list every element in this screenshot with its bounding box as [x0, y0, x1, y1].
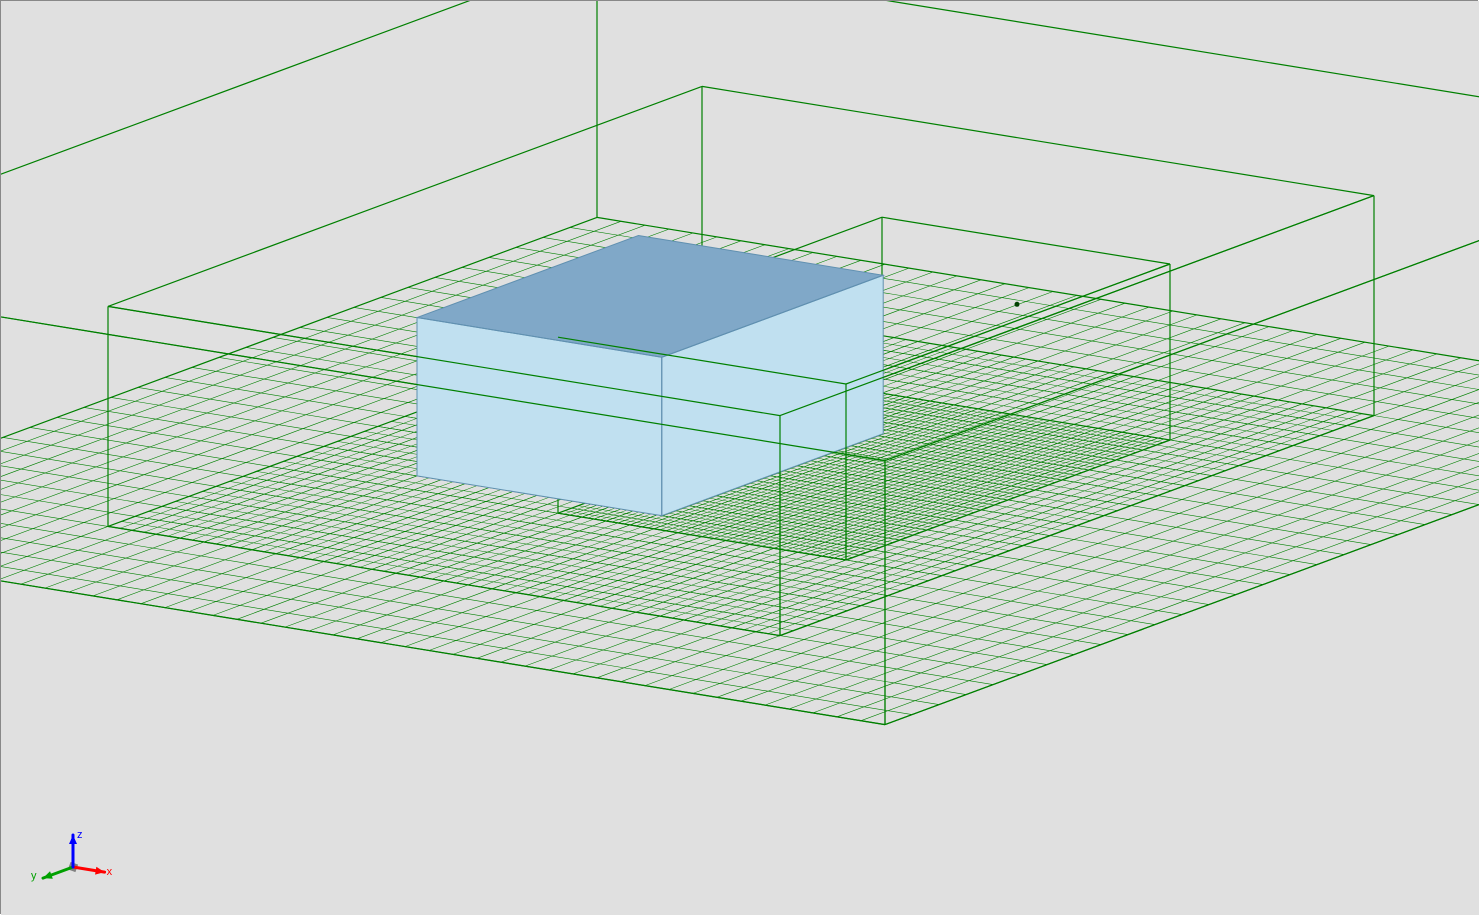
axis-label-y: y — [31, 870, 37, 882]
scene-svg[interactable] — [1, 1, 1479, 915]
axis-label-z: z — [77, 829, 83, 841]
viewport-3d[interactable]: x y z — [0, 0, 1478, 914]
axis-label-x: x — [107, 866, 113, 878]
